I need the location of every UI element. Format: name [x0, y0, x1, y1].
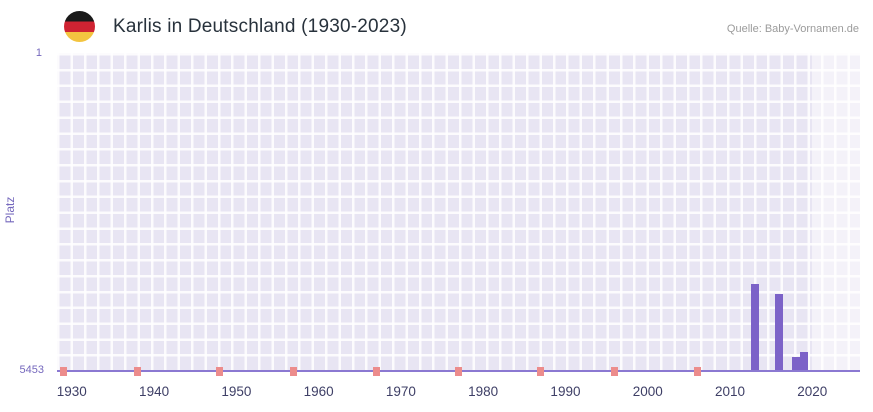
y-tick-bottom: 5453 [19, 364, 44, 376]
x-tick-1990: 1990 [550, 384, 581, 399]
x-tick-1940: 1940 [139, 384, 170, 399]
x-tick-1970: 1970 [385, 384, 416, 399]
x-tick-2020: 2020 [797, 384, 828, 399]
no-rank-marker-1987 [537, 367, 545, 376]
x-axis-labels: 1930 1940 1950 1960 1970 1980 1990 2000 2010 2020 [0, 384, 873, 402]
rank-bar-2018[interactable] [791, 357, 800, 370]
x-tick-1950: 1950 [221, 384, 252, 399]
german-flag-icon [64, 11, 95, 42]
y-tick-top: 1 [35, 47, 42, 59]
chart-title: Karlis in Deutschland (1930-2023) [113, 15, 407, 37]
no-rank-marker-1938 [134, 367, 142, 376]
source-credit: Quelle: Baby-Vornamen.de [726, 23, 859, 35]
no-rank-marker-1948 [216, 367, 224, 376]
x-tick-1960: 1960 [303, 384, 334, 399]
x-tick-1930: 1930 [56, 384, 87, 399]
rank-bar-2016[interactable] [775, 294, 784, 370]
no-rank-marker-2006 [693, 367, 701, 376]
no-rank-marker-1977 [455, 367, 462, 376]
x-tick-2010: 2010 [714, 384, 746, 399]
no-rank-marker-1996 [611, 367, 619, 376]
recent-years-plot-band [812, 53, 860, 370]
x-tick-2000: 2000 [632, 384, 663, 399]
chart-header: Karlis in Deutschland (1930-2023) [64, 11, 407, 42]
no-rank-marker-1929 [60, 367, 68, 376]
rank-bar-2019[interactable] [800, 351, 809, 370]
y-axis-title: Platz [3, 196, 17, 224]
rank-bar-2013[interactable] [750, 284, 759, 370]
plot-area [57, 53, 860, 376]
no-rank-marker-1967 [372, 367, 380, 376]
no-rank-marker-1957 [290, 367, 298, 376]
x-tick-1980: 1980 [468, 384, 499, 399]
